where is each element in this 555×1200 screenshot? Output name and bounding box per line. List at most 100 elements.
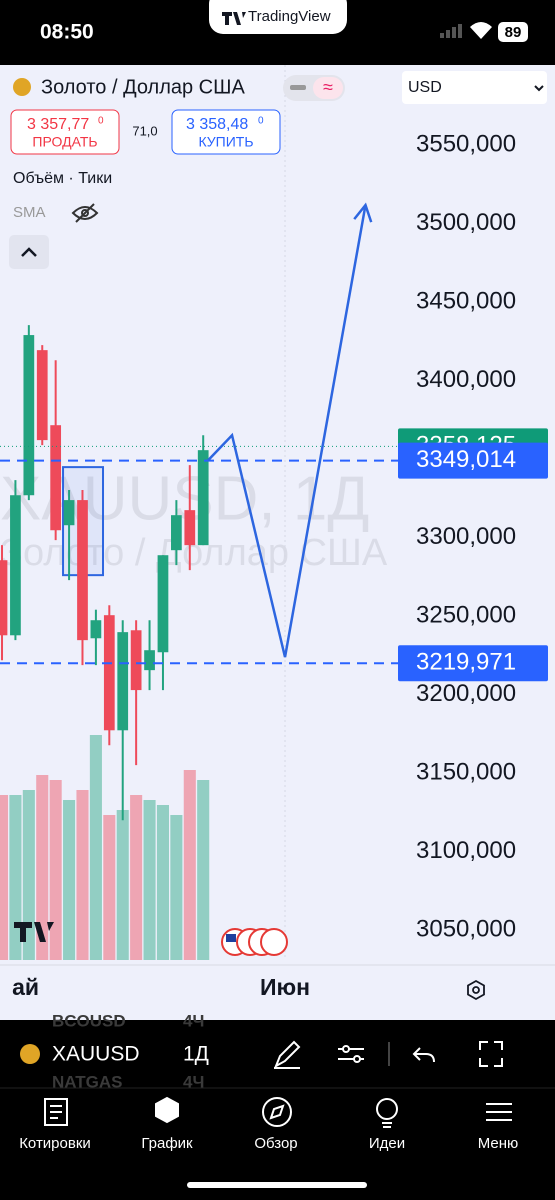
nav-item[interactable]: График (141, 1135, 193, 1152)
app-name: TradingView (248, 8, 331, 25)
candle-body (0, 560, 8, 636)
buy-button[interactable] (171, 109, 281, 155)
y-tick-label: 3100,000 (416, 837, 516, 864)
sell-button[interactable] (10, 109, 120, 155)
price-label-box (398, 645, 548, 682)
volume-bar (9, 795, 22, 960)
volume-bar (89, 735, 102, 960)
time: 08:50 (40, 21, 94, 44)
candle-body (23, 335, 35, 496)
toggle-symbol: ≈ (323, 77, 333, 97)
buy-sup: 0 (258, 116, 264, 127)
candle-body (171, 515, 182, 551)
sell-sup: 0 (98, 116, 104, 127)
bottom-panel (0, 1020, 555, 1200)
volume-bar (116, 810, 129, 960)
candle-body (197, 450, 209, 546)
toolbar-interval[interactable]: 1Д (183, 1043, 209, 1066)
collapse-button[interactable] (9, 235, 49, 269)
sell-price: 3 357,77 (27, 116, 89, 133)
volume-bar (103, 815, 116, 960)
projection-line (207, 204, 367, 658)
volume-bar (49, 780, 62, 960)
candle-body (157, 555, 169, 653)
y-tick-label: 3500,000 (416, 209, 516, 236)
ghost-interval: 4Ч (183, 1072, 204, 1091)
signal (440, 24, 462, 38)
currency-select[interactable] (402, 71, 547, 104)
toggle-off (290, 85, 306, 90)
sell-label: ПРОДАТЬ (32, 134, 97, 150)
candle-body (36, 350, 48, 441)
event-flags (221, 928, 288, 956)
volume-bar (143, 800, 156, 960)
battery-level: 89 (505, 24, 522, 41)
collapse-icon (21, 247, 37, 257)
battery (498, 22, 528, 42)
volume-bar (183, 770, 196, 960)
hide-icon[interactable] (71, 203, 99, 223)
tv-watermark-logo (14, 922, 54, 942)
toggle-on (313, 77, 343, 99)
volume-bar (130, 795, 143, 960)
volume-indicator[interactable]: Объём · Тики (13, 170, 112, 187)
toolbar-symbol[interactable]: XAUUSD (52, 1043, 140, 1066)
candle-body (10, 495, 21, 636)
volume-bar (76, 790, 89, 960)
volume-bar (36, 775, 49, 960)
y-tick-label: 3200,000 (416, 680, 516, 707)
volume-bar (156, 805, 169, 960)
volume-bar (197, 780, 210, 960)
sma[interactable]: SMA (13, 204, 46, 221)
arrow-head (353, 202, 373, 223)
candle-body (144, 650, 155, 671)
buy-label: КУПИТЬ (198, 134, 253, 150)
symbol-icon[interactable] (13, 78, 31, 96)
candle-body (103, 615, 115, 731)
candle-body (77, 500, 88, 641)
ghost-interval: 4Ч (183, 1011, 204, 1030)
nav-item[interactable]: Меню (478, 1135, 519, 1152)
chart-area (0, 65, 555, 1020)
toolbar-icons[interactable] (274, 1040, 503, 1069)
y-tick-label: 3150,000 (416, 758, 516, 785)
volume-bar (63, 800, 76, 960)
symbol-name[interactable]: Золото / Доллар США (41, 76, 245, 98)
nav-item[interactable]: Идеи (369, 1135, 405, 1152)
nav: Котировки График Обзор Идеи Меню (19, 1135, 518, 1152)
nav-item[interactable]: Обзор (254, 1135, 297, 1152)
nav-icons (44, 1096, 512, 1128)
volume-bar (0, 795, 9, 960)
price-label: 3219,971 (416, 649, 516, 676)
price-label-box (398, 442, 548, 479)
candle-body (90, 620, 102, 639)
home-indicator (187, 1182, 367, 1188)
nav-item[interactable]: Котировки (19, 1135, 91, 1152)
candle-body (184, 510, 196, 546)
tv-logo (222, 12, 246, 25)
candle-body (63, 500, 75, 526)
buy-price: 3 358,48 (186, 116, 248, 133)
app-pill (209, 0, 347, 34)
x-tick-label: ай (12, 974, 39, 1000)
wifi (470, 22, 492, 39)
price-label: 3349,014 (416, 446, 516, 473)
volume-bar (22, 790, 35, 960)
spread: 71,0 (132, 123, 157, 138)
settings-icon[interactable] (467, 979, 485, 1001)
candle-body (50, 425, 62, 531)
y-tick-label: 3400,000 (416, 366, 516, 393)
currency: USD (408, 79, 442, 96)
y-tick-label: 3250,000 (416, 601, 516, 628)
chevron (534, 85, 544, 92)
ghost-symbol: NATGAS (52, 1072, 123, 1091)
candle-body (130, 630, 142, 691)
y-tick-label: 3550,000 (416, 130, 516, 157)
y-tick-label: 3300,000 (416, 523, 516, 550)
symbol-icon[interactable] (20, 1044, 40, 1064)
y-tick-label: 3450,000 (416, 287, 516, 314)
y-tick-label: 3050,000 (416, 916, 516, 943)
